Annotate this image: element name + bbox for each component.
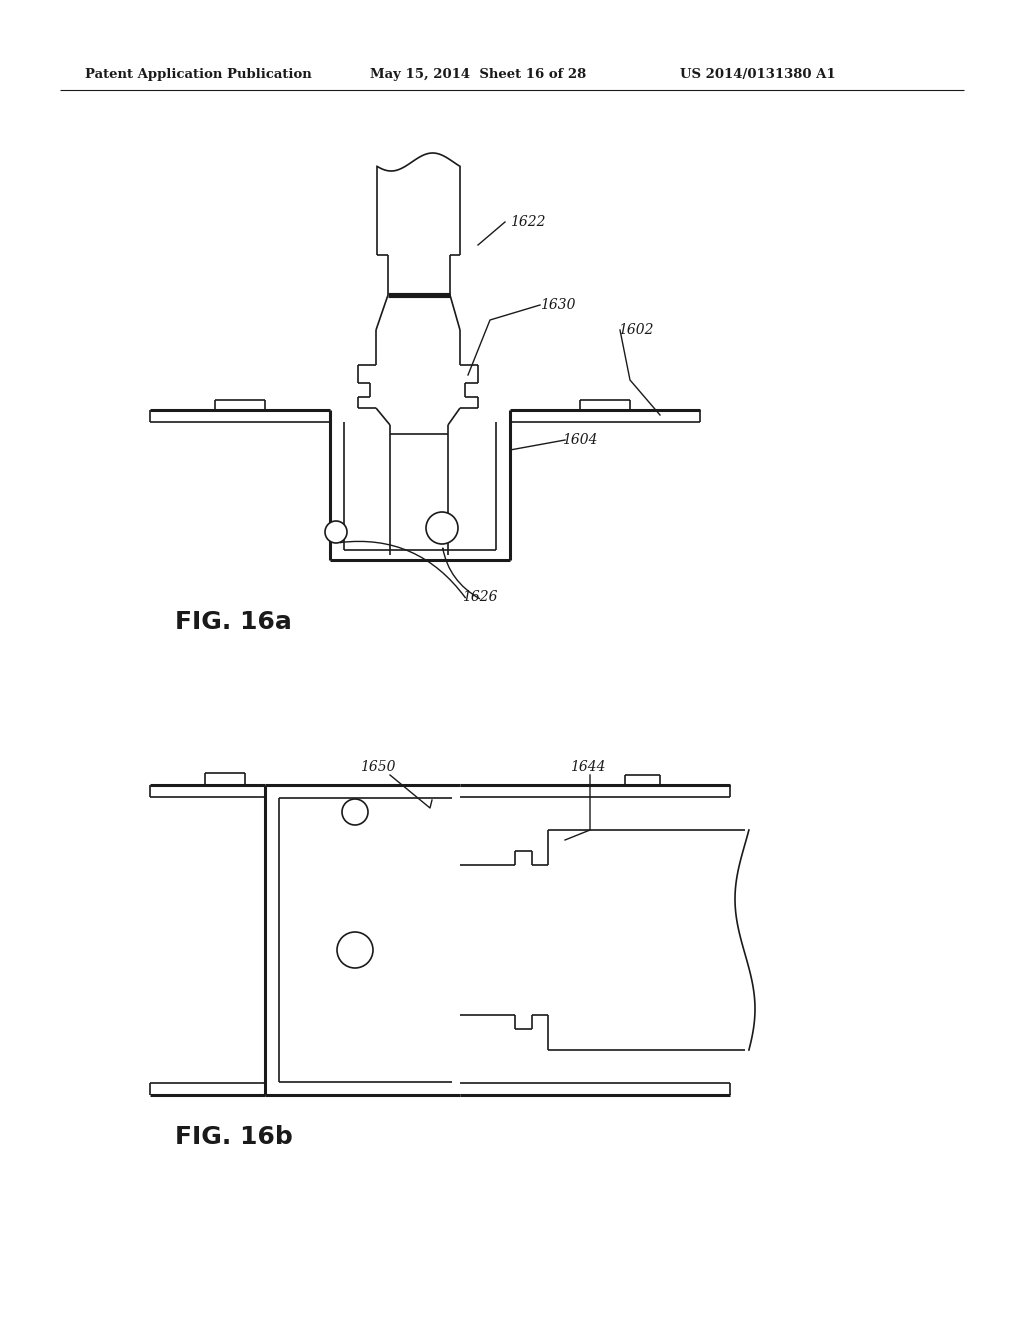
FancyArrowPatch shape bbox=[340, 541, 465, 598]
Text: 1622: 1622 bbox=[510, 215, 546, 228]
Text: Patent Application Publication: Patent Application Publication bbox=[85, 69, 311, 81]
Circle shape bbox=[426, 512, 458, 544]
Text: FIG. 16a: FIG. 16a bbox=[175, 610, 292, 634]
Text: 1650: 1650 bbox=[360, 760, 395, 774]
Text: 1602: 1602 bbox=[618, 323, 653, 337]
Text: 1630: 1630 bbox=[540, 298, 575, 312]
Text: US 2014/0131380 A1: US 2014/0131380 A1 bbox=[680, 69, 836, 81]
Text: FIG. 16b: FIG. 16b bbox=[175, 1125, 293, 1148]
Circle shape bbox=[325, 521, 347, 543]
Text: 1644: 1644 bbox=[570, 760, 605, 774]
Text: May 15, 2014  Sheet 16 of 28: May 15, 2014 Sheet 16 of 28 bbox=[370, 69, 587, 81]
Text: 1626: 1626 bbox=[462, 590, 498, 605]
Circle shape bbox=[342, 799, 368, 825]
Text: 1604: 1604 bbox=[562, 433, 597, 447]
FancyArrowPatch shape bbox=[442, 548, 479, 599]
Circle shape bbox=[337, 932, 373, 968]
